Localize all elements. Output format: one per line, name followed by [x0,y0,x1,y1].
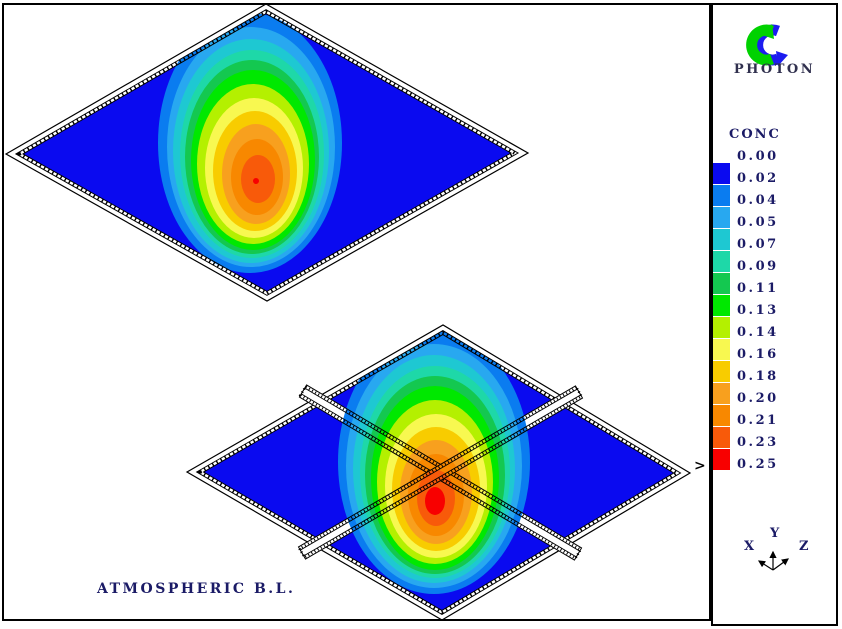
legend-swatch [713,317,730,338]
legend-value: 0.04 [737,193,779,208]
legend-value: 0.02 [737,171,779,186]
z-axis-arrow [772,558,789,571]
legend-swatch [713,229,730,250]
figure-upper-plane [4,5,530,302]
legend-value: 0.00 [737,149,779,164]
legend-swatch [713,405,730,426]
legend-value: 0.18 [737,369,779,384]
axis-triad: Y X Z [744,526,809,571]
plot-area: ATMOSPHERIC B.L. > [2,3,711,621]
legend-value: 0.09 [737,259,779,274]
legend-swatch [713,163,730,184]
photon-logo-green-arrow [762,24,774,39]
legend-swatch [713,207,730,228]
legend-swatch [713,339,730,360]
contour-figures [4,5,692,619]
legend-value: 0.20 [737,391,779,406]
plot-caption: ATMOSPHERIC B.L. [97,581,296,597]
legend-title: CONC [729,127,781,142]
legend-value: 0.11 [737,281,779,296]
legend-value: 0.07 [737,237,779,252]
logo-text: PHOTON [733,62,816,77]
legend-value: 0.16 [737,347,779,362]
legend-swatch [713,295,730,316]
legend-value: 0.25 [737,457,779,472]
photon-logo-blue-tail [776,51,788,66]
z-axis-label: Z [799,539,809,554]
figure-lower-plane-crossing-streets [185,324,692,619]
x-axis-arrow [757,560,774,571]
legend-value: 0.14 [737,325,779,340]
legend-value: 0.05 [737,215,779,230]
legend-swatch [713,251,730,272]
x-axis-label: X [744,539,755,554]
legend-swatch [713,185,730,206]
legend-swatch [713,273,730,294]
probe-level-marker: > [694,458,706,474]
legend-swatch [713,383,730,404]
y-axis-label: Y [769,526,780,541]
legend-values: 0.00 0.02 0.04 0.05 0.07 0.09 0.11 0.13 0.14 0.16… [737,150,807,480]
legend-colorbar [713,163,730,471]
legend-swatch [713,449,730,470]
legend-swatch [713,427,730,448]
photon-logo-green-c [746,24,774,66]
legend-value: 0.23 [737,435,779,450]
legend-value: 0.13 [737,303,779,318]
legend-value: 0.21 [737,413,779,428]
legend-panel: PHOTON CONC 0.00 0.02 0.04 0.05 0.07 0.09 0.11… [711,3,838,626]
legend-swatch [713,361,730,382]
photon-logo-icon [746,24,788,66]
